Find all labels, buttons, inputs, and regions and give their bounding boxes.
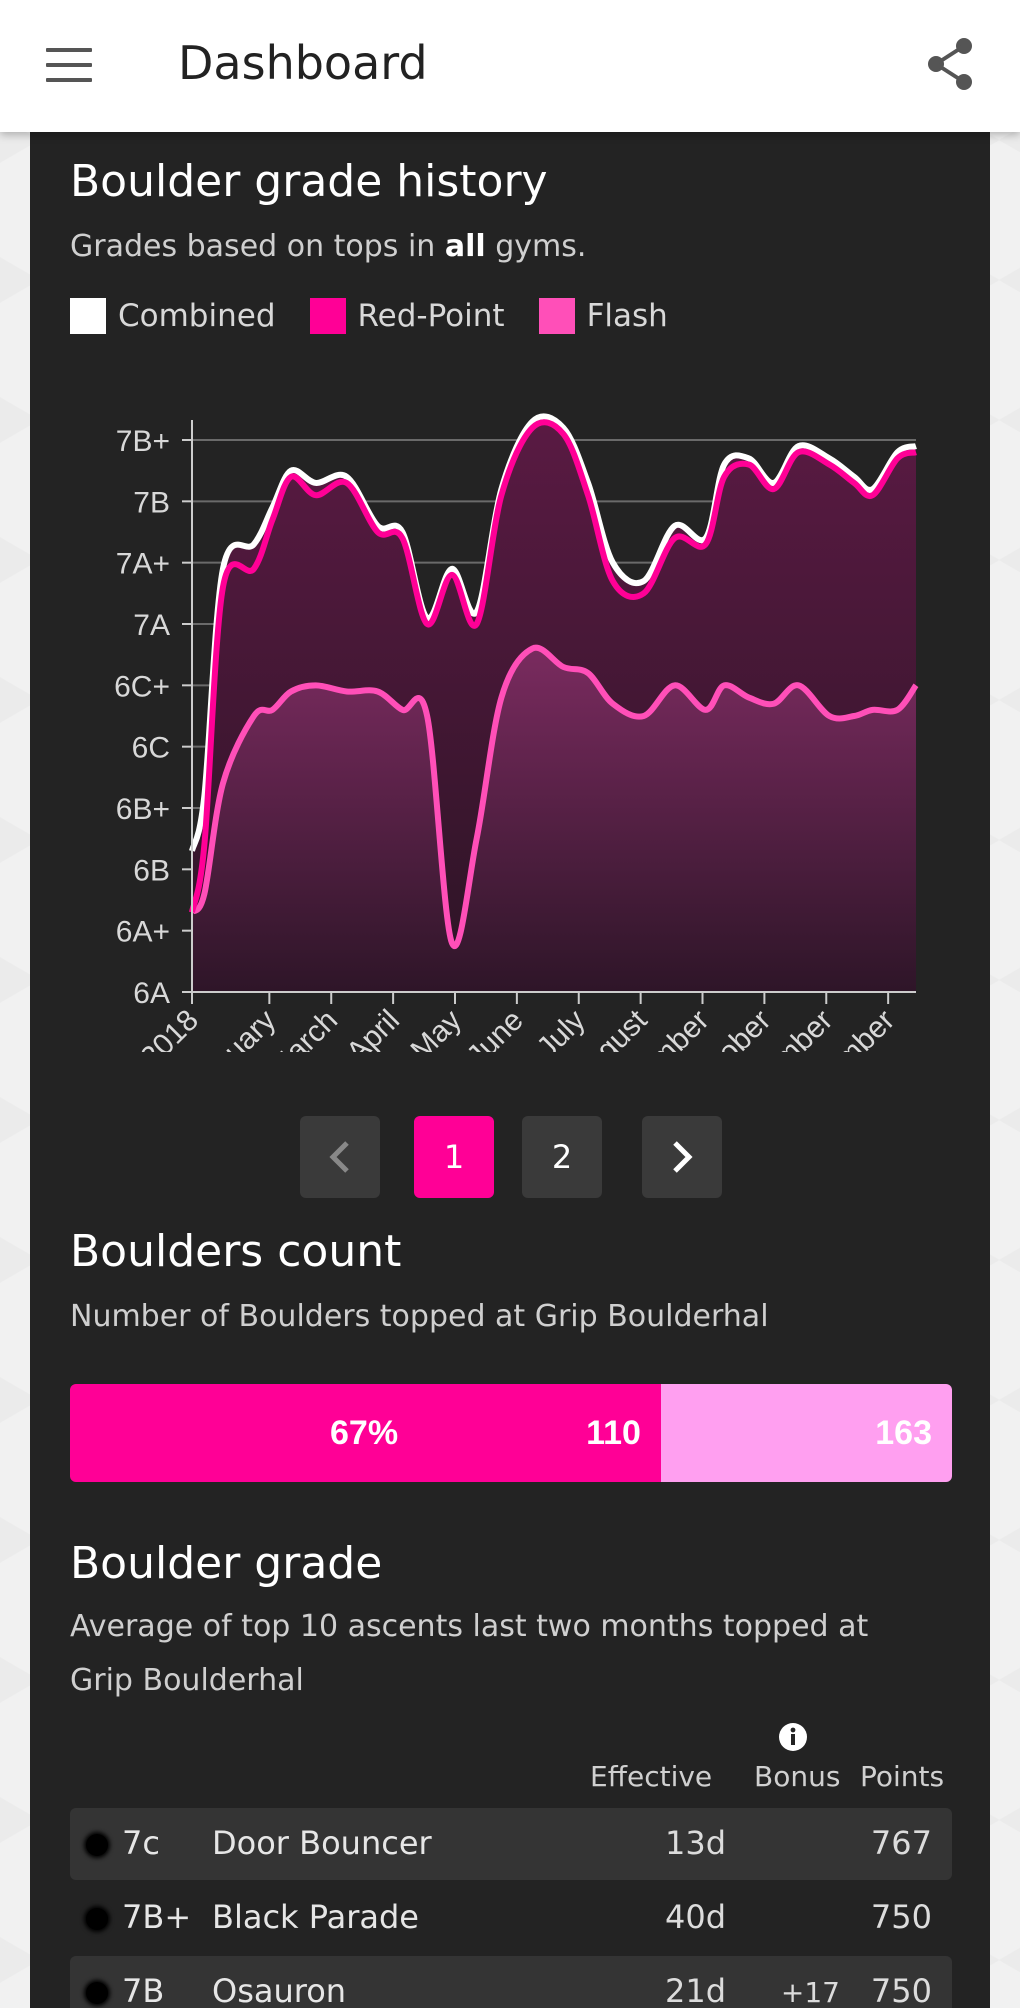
row-effective: 21d: [664, 1972, 726, 2008]
row-points: 767: [870, 1824, 932, 1862]
y-tick-label: 6B+: [116, 793, 170, 826]
boulder-grade-title: Boulder grade: [70, 1538, 383, 1589]
flash-area: [192, 647, 916, 992]
y-tick-label: 7B: [133, 486, 170, 519]
topped-segment: 67% 110: [70, 1384, 661, 1482]
chevron-left-icon: [329, 1141, 349, 1173]
row-effective: 13d: [664, 1824, 726, 1862]
row-points: 750: [870, 1972, 932, 2008]
row-points: 750: [870, 1898, 932, 1936]
row-grade: 7B: [122, 1972, 165, 2008]
prev-page-button[interactable]: [300, 1116, 380, 1198]
table-row[interactable]: 7B Osauron 21d +17 750: [70, 1956, 952, 2008]
grade-color-dot: [86, 1834, 108, 1856]
table-row[interactable]: 7c Door Bouncer 13d 767: [70, 1808, 952, 1880]
row-effective: 40d: [664, 1898, 726, 1936]
page-title: Dashboard: [178, 36, 428, 90]
grade-color-dot: [86, 1908, 108, 1930]
dashboard-card: Boulder grade history Grades based on to…: [30, 132, 990, 2008]
row-name: Black Parade: [212, 1898, 419, 1936]
grade-history-title: Boulder grade history: [70, 156, 548, 207]
boulders-count-subtitle: Number of Boulders topped at Grip Boulde…: [70, 1299, 769, 1334]
app-bar: Dashboard: [0, 0, 1020, 132]
col-header-points: Points: [860, 1760, 945, 1793]
page-button-2[interactable]: 2: [522, 1116, 602, 1198]
y-tick-label: 6B: [133, 854, 170, 887]
next-page-button[interactable]: [642, 1116, 722, 1198]
legend-item-flash[interactable]: Flash: [538, 298, 668, 334]
x-tick-label: 2018: [134, 1004, 205, 1052]
chart-pager: 1 2: [30, 1116, 990, 1200]
series-line-red-point: [189, 419, 917, 913]
legend-item-red-point[interactable]: Red-Point: [309, 298, 505, 334]
boulders-count-bar: 67% 110 163: [70, 1384, 952, 1482]
y-tick-label: 6A+: [116, 916, 170, 949]
percent-label: 67%: [330, 1414, 399, 1452]
x-tick-label: April: [340, 1004, 406, 1052]
legend-label: Combined: [118, 298, 276, 334]
row-bonus: +17: [780, 1976, 840, 2008]
col-header-bonus: Bonus: [754, 1760, 841, 1793]
share-icon[interactable]: [924, 36, 976, 92]
x-tick-label: June: [460, 1004, 529, 1052]
legend-label: Flash: [586, 298, 668, 334]
grade-history-chart: 6A6A+6B6B+6C6C+7A7A+7B7B+2018FebruaryMar…: [114, 413, 919, 1052]
info-icon[interactable]: [778, 1722, 808, 1752]
series-line-flash: [189, 644, 919, 949]
series-line-combined: [189, 413, 917, 852]
total-count: 163: [875, 1414, 932, 1452]
x-tick-label: July: [531, 1004, 592, 1052]
legend-swatch: [309, 298, 346, 334]
grade-color-dot: [86, 1982, 108, 2004]
y-tick-label: 6C: [132, 732, 170, 765]
menu-icon[interactable]: [46, 48, 92, 82]
legend-item-combined[interactable]: Combined: [70, 298, 276, 334]
row-name: Osauron: [212, 1972, 347, 2008]
legend-label: Red-Point: [357, 298, 505, 334]
grade-history-subtitle: Grades based on tops in all gyms.: [70, 229, 587, 264]
legend-swatch: [70, 298, 106, 334]
y-tick-label: 7A: [133, 609, 170, 642]
legend-swatch: [538, 298, 575, 334]
x-tick-label: May: [405, 1004, 468, 1052]
y-tick-label: 7A+: [116, 548, 170, 581]
remaining-segment: 163: [660, 1384, 952, 1482]
boulders-count-title: Boulders count: [70, 1226, 402, 1277]
boulder-grade-subtitle: Average of top 10 ascents last two month…: [70, 1609, 869, 1698]
row-grade: 7c: [122, 1824, 160, 1862]
chevron-right-icon: [673, 1141, 693, 1173]
topped-count: 110: [586, 1414, 641, 1452]
row-grade: 7B+: [122, 1898, 192, 1936]
y-tick-label: 7B+: [116, 425, 170, 458]
y-tick-label: 6A: [133, 977, 170, 1010]
y-tick-label: 6C+: [114, 670, 170, 703]
col-header-effective: Effective: [590, 1760, 713, 1793]
table-row[interactable]: 7B+ Black Parade 40d 750: [70, 1882, 952, 1954]
page-button-1[interactable]: 1: [414, 1116, 494, 1198]
row-name: Door Bouncer: [212, 1824, 432, 1862]
chart-legend: Combined Red-Point Flash: [70, 298, 702, 334]
